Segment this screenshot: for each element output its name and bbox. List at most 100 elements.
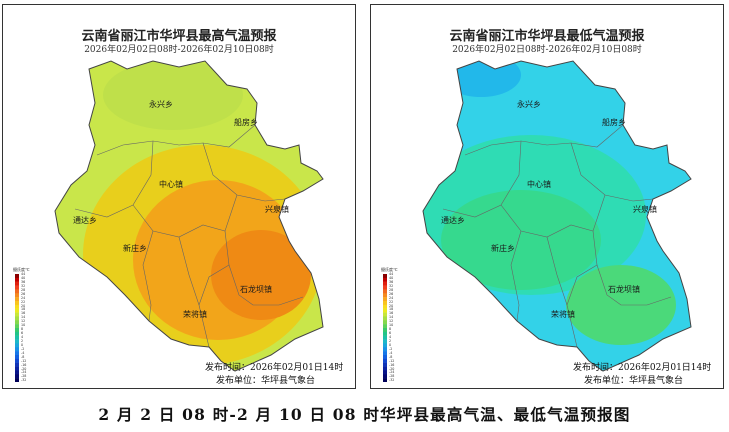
legend-swatch (15, 289, 19, 294)
legend-tick-label: 10 (21, 323, 26, 328)
map-subtitle: 2026年02月02日08时-2026年02月10日08时 (84, 45, 274, 55)
publish-time: 发布时间：2026年02月01日14时 (205, 363, 344, 373)
legend-swatch (15, 308, 19, 313)
legend-swatch (15, 281, 19, 286)
legend-tick-label: -12 (389, 358, 395, 363)
legend-tick-label: 20 (21, 303, 26, 308)
town-label-xingquan: 兴泉镇 (265, 204, 289, 214)
legend-color-bar (15, 274, 19, 382)
legend-tick-label: -28 (389, 374, 395, 379)
map-subtitle: 2026年02月02日08时-2026年02月10日08时 (452, 45, 642, 55)
legend-swatch (383, 320, 387, 325)
legend-tick-label: -8 (21, 354, 25, 359)
legend-tick-label: 8 (21, 327, 24, 332)
legend-tick-label: 14 (21, 315, 26, 320)
legend-swatch (383, 285, 387, 290)
legend-swatch (15, 339, 19, 344)
legend-tick-label: 26 (21, 291, 26, 296)
town-label-zhongxin: 中心镇 (527, 179, 551, 189)
legend-tick-label: -4 (21, 350, 25, 355)
legend-tick-label: -32 (21, 378, 27, 383)
legend-swatch (383, 347, 387, 352)
legend-tick-label: -16 (389, 362, 395, 367)
legend-tick-label: 28 (21, 287, 26, 292)
legend-tick-label: -24 (21, 370, 27, 375)
legend-tick-label: -16 (21, 362, 27, 367)
legend-title: 摄氏度℃ (13, 267, 30, 272)
legend-swatch (15, 366, 19, 371)
legend-swatch (383, 351, 387, 356)
legend-tick-label: 0 (21, 342, 24, 347)
legend-swatch (383, 301, 387, 306)
legend-tick-label: 26 (389, 291, 394, 296)
legend-tick-label: -20 (389, 366, 395, 371)
legend-tick-label: 4 (21, 335, 24, 339)
legend-tick-label: 40 (389, 275, 394, 280)
map-title: 云南省丽江市华坪县最高气温预报 (81, 29, 277, 44)
legend-tick-label: 18 (389, 307, 394, 312)
legend-swatch (15, 301, 19, 306)
temperature-legend: 摄氏度℃ 44 40 36 32 28 26 24 22 20 18 16 14 12 10 8 6 4 2 0 -2… (13, 267, 33, 385)
legend-swatch (15, 328, 19, 333)
legend-swatch (15, 358, 19, 363)
county-map: 永兴乡 船房乡 中心镇 通达乡 兴泉镇 新庄乡 石龙坝镇 荣将镇 (54, 60, 324, 372)
legend-swatch (15, 285, 19, 290)
legend-swatch (15, 362, 19, 367)
town-label-chuanfang: 船房乡 (234, 117, 258, 127)
legend-swatch (15, 274, 19, 279)
temperature-legend: 摄氏度℃ 44 40 36 32 28 26 24 22 20 18 16 14 12 10 8 6 4 2 0 -2… (381, 267, 401, 385)
legend-tick-label: 12 (389, 319, 394, 324)
legend-swatch (383, 331, 387, 336)
legend-tick-label: 36 (389, 279, 394, 284)
legend-swatch (383, 297, 387, 302)
field-inner (441, 190, 601, 290)
town-label-rongjiang: 荣将镇 (551, 309, 575, 319)
legend-tick-label: 36 (21, 279, 26, 284)
legend-tick-label: 22 (389, 299, 394, 304)
max-temperature-map-panel: 云南省丽江市华坪县最高气温预报 2026年02月02日08时-2026年02月1… (2, 4, 356, 389)
town-label-zhongxin: 中心镇 (159, 179, 183, 189)
legend-tick-label: 8 (389, 327, 392, 332)
legend-tick-label: 44 (21, 272, 26, 276)
legend-swatch (15, 343, 19, 348)
county-map: 永兴乡 船房乡 中心镇 通达乡 兴泉镇 新庄乡 石龙坝镇 荣将镇 (422, 60, 692, 372)
legend-swatch (15, 378, 19, 382)
county-boundary (422, 60, 692, 372)
legend-tick-label: 12 (21, 319, 26, 324)
legend-title: 摄氏度℃ (381, 267, 398, 272)
town-label-yongxing: 永兴乡 (149, 99, 173, 109)
legend-swatch (15, 331, 19, 336)
legend-tick-label: 6 (389, 331, 392, 336)
legend-swatch (383, 355, 387, 360)
legend-swatch (383, 316, 387, 321)
legend-tick-label: 16 (21, 311, 26, 316)
town-label-xinzhuang: 新庄乡 (491, 243, 515, 253)
field-north (103, 61, 243, 130)
legend-swatch (383, 281, 387, 286)
legend-ticks: 44 40 36 32 28 26 24 22 20 18 16 14 12 10 8 6 4 2 0 -2 -4 -8-… (389, 272, 403, 383)
legend-ticks: 44 40 36 32 28 26 24 22 20 18 16 14 12 10 8 6 4 2 0 -2 -4 -8-… (21, 272, 35, 383)
legend-swatch (15, 351, 19, 356)
legend-swatch (383, 370, 387, 375)
legend-swatch (15, 370, 19, 375)
legend-tick-label: 16 (389, 311, 394, 316)
legend-swatch (383, 293, 387, 298)
legend-swatch (383, 339, 387, 344)
legend-swatch (383, 374, 387, 379)
town-label-yongxing: 永兴乡 (517, 99, 541, 109)
legend-tick-label: 2 (21, 338, 24, 343)
legend-tick-label: -2 (21, 346, 25, 351)
legend-tick-label: -8 (389, 354, 393, 359)
legend-tick-label: 24 (21, 295, 26, 300)
legend-swatch (383, 362, 387, 367)
legend-swatch (15, 304, 19, 309)
town-label-shilongba: 石龙坝镇 (240, 284, 272, 294)
publish-time: 发布时间：2026年02月01日14时 (573, 363, 712, 373)
legend-tick-label: -24 (389, 370, 395, 375)
legend-tick-label: -4 (389, 350, 393, 355)
legend-swatch (383, 335, 387, 340)
legend-tick-label: 2 (389, 338, 392, 343)
legend-tick-label: 28 (389, 287, 394, 292)
map-title: 云南省丽江市华坪县最低气温预报 (449, 29, 645, 44)
legend-tick-label: 24 (389, 295, 394, 300)
